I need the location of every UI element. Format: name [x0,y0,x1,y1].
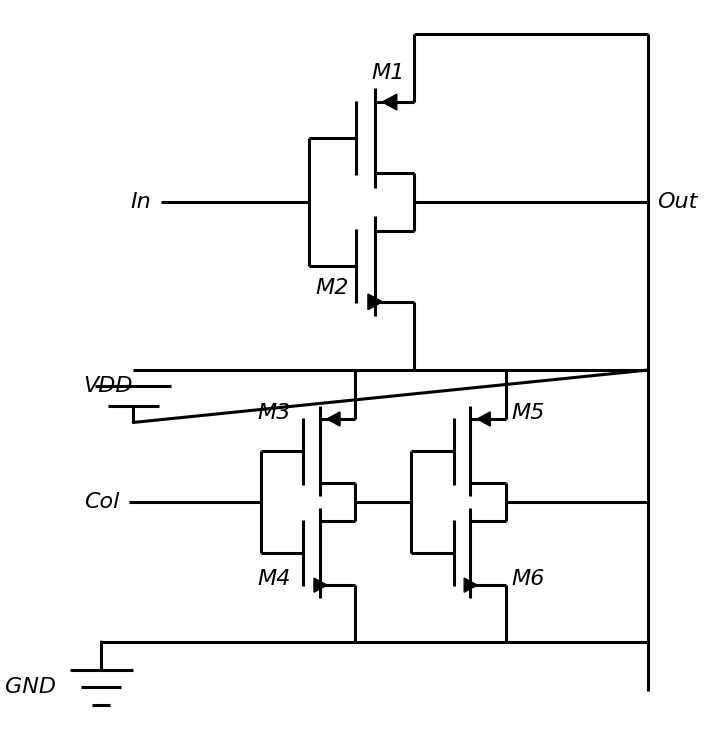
Text: M1: M1 [371,63,404,83]
Circle shape [132,422,134,423]
Polygon shape [464,578,477,592]
Polygon shape [327,412,340,426]
Polygon shape [477,412,490,426]
Text: In: In [131,192,151,212]
Polygon shape [368,294,382,310]
Circle shape [100,641,102,643]
Text: Col: Col [84,492,119,512]
Text: M3: M3 [257,403,291,422]
Text: VDD: VDD [83,376,133,396]
Polygon shape [382,94,397,110]
Text: M6: M6 [512,568,545,589]
Text: M5: M5 [512,403,545,422]
Text: Out: Out [657,192,697,212]
Polygon shape [314,578,327,592]
Text: M4: M4 [257,568,291,589]
Text: GND: GND [5,677,56,698]
Text: M2: M2 [315,278,349,298]
